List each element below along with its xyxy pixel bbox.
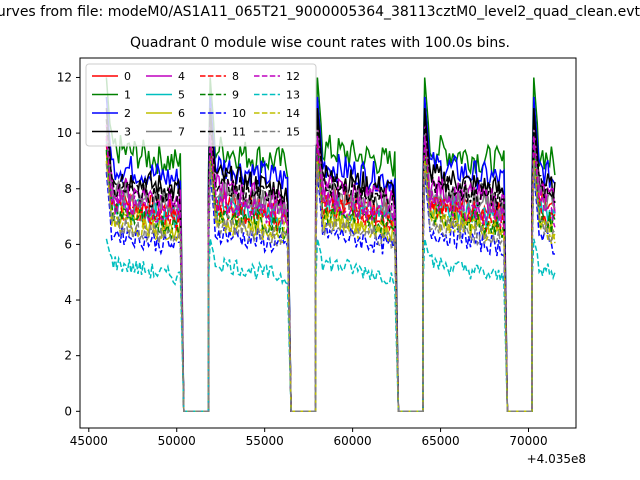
x-tick-label: 60000 (334, 434, 372, 448)
legend-label-6: 6 (178, 107, 185, 120)
y-tick-label: 12 (57, 70, 72, 84)
x-tick-label: 55000 (246, 434, 284, 448)
legend-label-11: 11 (232, 126, 246, 139)
x-tick-label: 70000 (509, 434, 547, 448)
legend-label-9: 9 (232, 89, 239, 102)
legend-label-4: 4 (178, 70, 185, 83)
legend-frame (85, 63, 317, 147)
x-tick-label: 65000 (421, 434, 459, 448)
series-layer (105, 77, 556, 413)
chart-title: Quadrant 0 module wise count rates with … (130, 35, 510, 51)
x-axis: 45000 50000 55000 60000 65000 70000 (70, 428, 548, 448)
axes-frame (79, 57, 577, 429)
legend-label-5: 5 (178, 89, 185, 102)
y-tick-label: 0 (64, 404, 72, 418)
y-tick-label: 4 (64, 293, 72, 307)
y-tick-label: 2 (64, 349, 72, 363)
x-tick-label: 50000 (158, 434, 196, 448)
legend-label-7: 7 (178, 126, 185, 139)
series-line-15 (105, 163, 556, 413)
legend-label-8: 8 (232, 70, 239, 83)
figure-suptitle-container: Light curves from file: modeM0/AS1A11_06… (0, 4, 640, 26)
legend-label-0: 0 (124, 70, 131, 83)
legend-label-3: 3 (124, 126, 131, 139)
series-line-14 (105, 160, 556, 413)
legend-label-14: 14 (286, 107, 300, 120)
y-tick-label: 8 (64, 182, 72, 196)
legend-label-13: 13 (286, 89, 300, 102)
legend-label-1: 1 (124, 89, 131, 102)
y-tick-label: 6 (64, 237, 72, 251)
legend-label-12: 12 (286, 70, 300, 83)
legend-label-2: 2 (124, 107, 131, 120)
x-tick-label: 45000 (70, 434, 108, 448)
x-offset-label: +4.035e8 (526, 452, 586, 466)
y-axis: 0 2 4 6 8 10 12 (57, 70, 80, 418)
figure-suptitle: Light curves from file: modeM0/AS1A11_06… (0, 4, 640, 20)
legend-label-10: 10 (232, 107, 246, 120)
legend-label-15: 15 (286, 126, 300, 139)
y-tick-label: 10 (57, 126, 72, 140)
